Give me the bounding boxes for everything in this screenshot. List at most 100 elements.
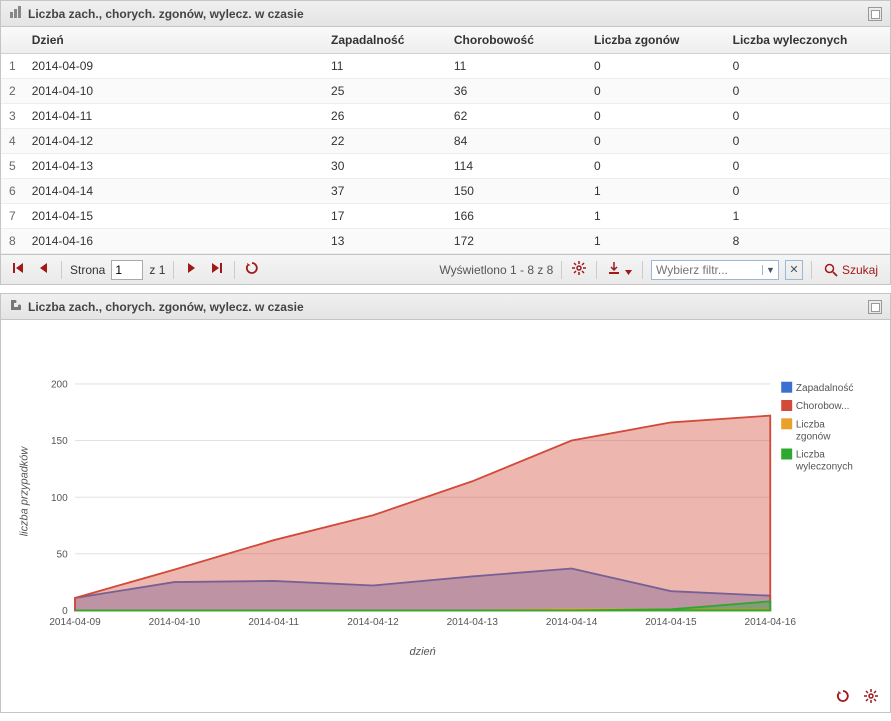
svg-text:200: 200: [51, 380, 68, 391]
svg-text:2014-04-13: 2014-04-13: [447, 617, 499, 628]
table-row[interactable]: 22014-04-10253600: [1, 79, 890, 104]
chart-refresh-icon[interactable]: [836, 690, 854, 706]
cell: 0: [725, 154, 890, 179]
cell: 26: [323, 104, 446, 129]
restore-icon[interactable]: [868, 300, 882, 314]
cell: 36: [446, 79, 586, 104]
cell: 11: [446, 54, 586, 79]
svg-text:Liczbawyleczonych: Liczbawyleczonych: [795, 450, 853, 473]
cell: 17: [323, 204, 446, 229]
table-row[interactable]: 32014-04-11266200: [1, 104, 890, 129]
chart-panel-title: Liczba zach., chorych. zgonów, wylecz. w…: [28, 300, 304, 314]
chart-footer: [1, 685, 890, 712]
cell: 25: [323, 79, 446, 104]
table-row[interactable]: 62014-04-143715010: [1, 179, 890, 204]
cell: 2014-04-14: [24, 179, 323, 204]
cell: 13: [323, 229, 446, 254]
column-header[interactable]: Chorobowość: [446, 27, 586, 54]
chart-area: 0 50 100 150 200 2014-04-09 2014-04-10 2014-04-…: [1, 320, 890, 685]
row-number: 8: [1, 229, 24, 254]
cell: 84: [446, 129, 586, 154]
cell: 2014-04-15: [24, 204, 323, 229]
refresh-icon[interactable]: [243, 259, 261, 280]
table-row[interactable]: 82014-04-161317218: [1, 229, 890, 254]
chart-bars-icon: [9, 5, 23, 22]
cell: 0: [725, 54, 890, 79]
table-panel: Liczba zach., chorych. zgonów, wylecz. w…: [0, 0, 891, 285]
cell: 166: [446, 204, 586, 229]
svg-text:2014-04-16: 2014-04-16: [745, 617, 797, 628]
cell: 22: [323, 129, 446, 154]
cell: 2014-04-16: [24, 229, 323, 254]
next-page-button[interactable]: [182, 260, 200, 279]
svg-text:liczba przypadków: liczba przypadków: [18, 446, 30, 537]
cell: 172: [446, 229, 586, 254]
cell: 62: [446, 104, 586, 129]
cell: 0: [586, 54, 725, 79]
cell: 2014-04-13: [24, 154, 323, 179]
svg-text:dzień: dzień: [410, 646, 436, 658]
cell: 11: [323, 54, 446, 79]
svg-text:2014-04-10: 2014-04-10: [149, 617, 201, 628]
cell: 0: [725, 179, 890, 204]
restore-icon[interactable]: [868, 7, 882, 21]
prev-page-button[interactable]: [35, 260, 53, 279]
svg-text:50: 50: [57, 549, 69, 560]
cell: 1: [586, 179, 725, 204]
svg-text:100: 100: [51, 493, 68, 504]
cell: 1: [586, 229, 725, 254]
clear-filter-button[interactable]: ✕: [785, 260, 803, 280]
filter-input[interactable]: [652, 261, 762, 279]
cell: 2014-04-11: [24, 104, 323, 129]
gear-icon[interactable]: [570, 259, 588, 280]
chart-gear-icon[interactable]: [864, 690, 878, 706]
table-row[interactable]: 72014-04-151716611: [1, 204, 890, 229]
cell: 0: [725, 79, 890, 104]
row-number: 6: [1, 179, 24, 204]
search-button[interactable]: Szukaj: [820, 261, 882, 279]
row-number: 7: [1, 204, 24, 229]
table-row[interactable]: 52014-04-133011400: [1, 154, 890, 179]
chevron-down-icon[interactable]: ▼: [762, 265, 778, 275]
export-icon[interactable]: [605, 259, 634, 280]
search-label: Szukaj: [842, 263, 878, 277]
column-header[interactable]: Dzień: [24, 27, 323, 54]
filter-select[interactable]: ▼: [651, 260, 779, 280]
page-input[interactable]: [111, 260, 143, 280]
cell: 1: [725, 204, 890, 229]
cell: 0: [586, 79, 725, 104]
column-header[interactable]: Zapadalność: [323, 27, 446, 54]
cell: 0: [586, 129, 725, 154]
svg-text:2014-04-15: 2014-04-15: [645, 617, 697, 628]
cell: 37: [323, 179, 446, 204]
svg-text:Liczbazgonów: Liczbazgonów: [796, 419, 831, 442]
row-number: 1: [1, 54, 24, 79]
cell: 2014-04-12: [24, 129, 323, 154]
puzzle-icon: [9, 298, 23, 315]
cell: 150: [446, 179, 586, 204]
cell: 2014-04-09: [24, 54, 323, 79]
row-number: 5: [1, 154, 24, 179]
row-number: 4: [1, 129, 24, 154]
row-number: 3: [1, 104, 24, 129]
table-row[interactable]: 42014-04-12228400: [1, 129, 890, 154]
cell: 0: [725, 104, 890, 129]
cell: 2014-04-10: [24, 79, 323, 104]
cell: 114: [446, 154, 586, 179]
cell: 8: [725, 229, 890, 254]
svg-text:150: 150: [51, 436, 68, 447]
column-header[interactable]: Liczba zgonów: [586, 27, 725, 54]
data-table: DzieńZapadalnośćChorobowośćLiczba zgonów…: [1, 27, 890, 254]
table-panel-header: Liczba zach., chorych. zgonów, wylecz. w…: [1, 1, 890, 27]
last-page-button[interactable]: [206, 260, 226, 279]
first-page-button[interactable]: [9, 260, 29, 279]
table-panel-title: Liczba zach., chorych. zgonów, wylecz. w…: [28, 7, 304, 21]
column-header[interactable]: Liczba wyleczonych: [725, 27, 890, 54]
cell: 0: [586, 154, 725, 179]
table-row[interactable]: 12014-04-09111100: [1, 54, 890, 79]
chart-panel: Liczba zach., chorych. zgonów, wylecz. w…: [0, 293, 891, 713]
svg-text:Zapadalność: Zapadalność: [796, 383, 854, 394]
svg-text:0: 0: [62, 606, 68, 617]
svg-text:2014-04-09: 2014-04-09: [49, 617, 101, 628]
cell: 0: [725, 129, 890, 154]
